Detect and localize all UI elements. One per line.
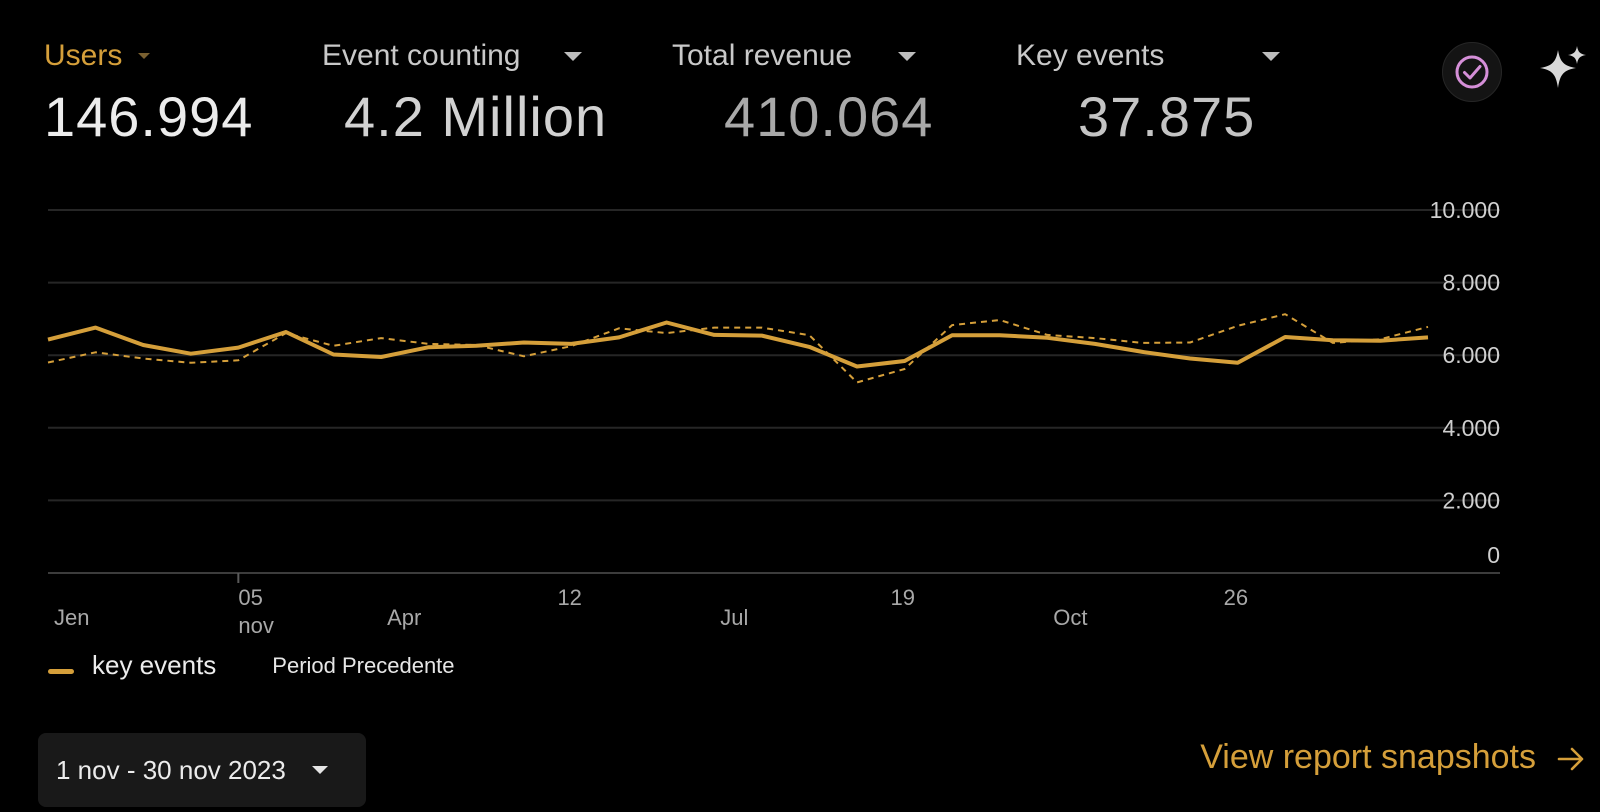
metric-users-header[interactable]: Users	[44, 36, 253, 76]
x-tick-label: Oct	[1053, 605, 1087, 630]
metric-key-events-header[interactable]: Key events	[1016, 36, 1281, 76]
chevron-down-icon[interactable]	[311, 766, 328, 774]
date-range-picker[interactable]: 1 nov - 30 nov 2023	[38, 733, 366, 807]
y-tick-label: 10.000	[1430, 197, 1500, 223]
sparkle-icon	[1540, 46, 1586, 88]
x-tick-label: Jul	[720, 605, 748, 630]
chevron-down-icon[interactable]	[1262, 51, 1281, 61]
y-tick-label: 8.000	[1442, 270, 1500, 296]
x-tick-label: Jen	[54, 605, 89, 630]
y-tick-label: 0	[1487, 542, 1500, 568]
legend-label-previous-period: Period Precedente	[272, 652, 455, 678]
metric-key-events[interactable]: Key events 37.875	[1016, 36, 1281, 149]
metric-users-label: Users	[44, 39, 123, 72]
series-line-previous-period	[47, 313, 1429, 384]
metric-total-revenue[interactable]: Total revenue 410.064	[672, 36, 933, 149]
arrow-right-icon	[1557, 747, 1584, 770]
series-line-key-events	[47, 320, 1429, 369]
x-tick-label: 12	[557, 585, 581, 610]
x-tick-label: Apr	[387, 605, 421, 630]
metric-total-revenue-value: 410.064	[724, 85, 934, 148]
x-tick-label: 26	[1224, 585, 1248, 610]
y-tick-label: 2.000	[1442, 487, 1500, 513]
x-tick-label: 19	[891, 585, 915, 610]
metric-event-counting-label: Event counting	[322, 39, 521, 72]
chevron-down-icon[interactable]	[138, 53, 151, 59]
legend-label-key-events: key events	[92, 650, 217, 680]
metric-event-counting[interactable]: Event counting 4.2 Million	[322, 36, 607, 149]
metric-total-revenue-label: Total revenue	[672, 39, 853, 72]
date-range-value: 1 nov - 30 nov 2023	[56, 754, 286, 785]
chevron-down-icon[interactable]	[898, 51, 917, 61]
chevron-down-icon[interactable]	[564, 51, 583, 61]
x-tick-sublabel: nov	[238, 613, 273, 638]
check-circle-icon	[1455, 55, 1489, 89]
chart-legend: key events Period Precedente	[48, 650, 455, 681]
metric-users[interactable]: Users 146.994	[44, 36, 253, 149]
metric-key-events-value: 37.875	[1078, 85, 1256, 148]
metric-event-counting-value: 4.2 Million	[344, 85, 608, 148]
metric-total-revenue-header[interactable]: Total revenue	[672, 36, 933, 76]
legend-swatch-key-events	[48, 669, 74, 674]
verify-button[interactable]	[1442, 42, 1502, 102]
metric-users-value: 146.994	[44, 85, 254, 148]
y-tick-label: 6.000	[1442, 342, 1500, 368]
view-report-snapshots-link[interactable]: View report snapshots	[1200, 738, 1586, 777]
x-tick-label: 05	[238, 585, 262, 610]
line-chart: 10.000 8.000 6.000 4.000 2.000 0 Jen 05 nov Apr 12…	[47, 197, 1500, 638]
metric-event-counting-header[interactable]: Event counting	[322, 36, 607, 76]
view-report-snapshots-label: View report snapshots	[1200, 738, 1536, 776]
y-tick-label: 4.000	[1442, 415, 1500, 441]
metric-key-events-label: Key events	[1016, 39, 1165, 72]
insights-button[interactable]	[1532, 40, 1592, 100]
